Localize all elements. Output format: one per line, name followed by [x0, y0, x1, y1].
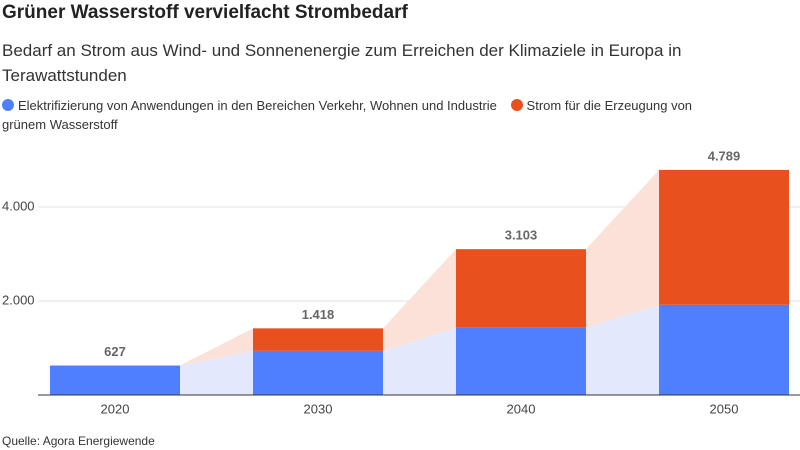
legend-item: Strom für die Erzeugung von grünem Wasse…	[2, 98, 692, 132]
legend-swatch	[2, 99, 14, 111]
connector-area	[180, 328, 253, 366]
connector-area	[586, 169, 659, 328]
connector-area	[383, 327, 456, 395]
chart-subtitle: Bedarf an Strom aus Wind- und Sonnenener…	[2, 41, 682, 85]
legend-item: Elektrifizierung von Anwendungen in den …	[2, 98, 497, 113]
chart: 2.000 4.000 627 2020 1.418 2030 3.103 2040 4.789…	[2, 148, 800, 416]
total-label: 1.418	[302, 307, 335, 322]
x-tick-label: 2020	[101, 401, 130, 416]
bar-segment	[659, 169, 789, 305]
connector-area	[180, 350, 253, 395]
total-label: 4.789	[708, 148, 741, 163]
legend: Elektrifizierung von Anwendungen in den …	[2, 96, 702, 134]
connector-area	[383, 249, 456, 351]
connector-area	[586, 304, 659, 395]
source: Quelle: Agora Energiewende	[2, 434, 155, 448]
total-label: 3.103	[505, 228, 538, 243]
chart-title: Grüner Wasserstoff vervielfacht Strombed…	[2, 2, 408, 23]
bar-segment	[253, 350, 383, 395]
y-tick-label: 2.000	[2, 292, 35, 307]
bar-segment	[456, 249, 586, 328]
x-tick-label: 2050	[710, 401, 739, 416]
bar-segment	[659, 304, 789, 395]
legend-swatch	[510, 99, 523, 111]
x-tick-label: 2030	[304, 401, 333, 416]
bar-segment	[253, 328, 383, 351]
bar-segment	[50, 365, 180, 395]
x-tick-label: 2040	[507, 401, 536, 416]
total-label: 627	[104, 344, 126, 359]
legend-label: Strom für die Erzeugung von grünem Wasse…	[2, 98, 693, 132]
legend-label: Elektrifizierung von Anwendungen in den …	[18, 98, 497, 113]
bar-segment	[456, 327, 586, 395]
y-tick-label: 4.000	[2, 198, 35, 213]
